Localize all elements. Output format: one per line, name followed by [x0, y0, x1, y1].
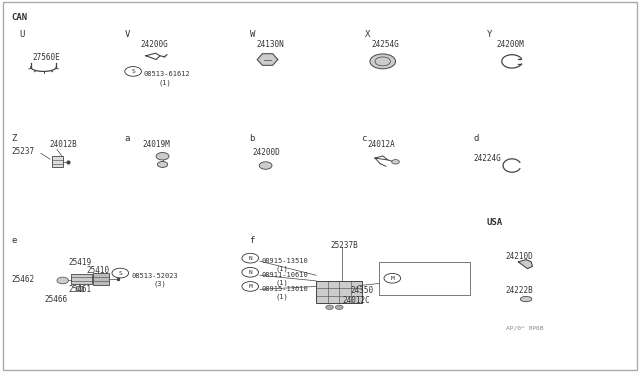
Text: c: c [362, 134, 367, 143]
Text: 08915-13610: 08915-13610 [261, 286, 308, 292]
Text: 08911-10610: 08911-10610 [261, 272, 308, 278]
Text: (1): (1) [159, 79, 172, 86]
Text: 23080B: 23080B [384, 271, 410, 277]
Circle shape [157, 161, 168, 167]
Circle shape [259, 162, 272, 169]
Text: 25237: 25237 [12, 147, 35, 156]
Text: V: V [125, 30, 130, 39]
Text: CAN: CAN [12, 13, 28, 22]
Text: (3): (3) [154, 281, 166, 288]
Bar [76, 286, 83, 291]
Text: 24200D: 24200D [253, 148, 280, 157]
Text: a: a [125, 134, 130, 143]
Text: S: S [131, 69, 135, 74]
Text: 08513-52023: 08513-52023 [131, 273, 178, 279]
Text: 24012C: 24012C [342, 296, 370, 305]
Text: (1): (1) [416, 285, 429, 292]
Bar [316, 281, 362, 303]
Text: (1): (1) [275, 265, 288, 272]
Text: 08513-61612: 08513-61612 [144, 71, 191, 77]
Text: N: N [248, 256, 252, 261]
Text: 24200G: 24200G [141, 40, 168, 49]
Text: 25461: 25461 [68, 285, 92, 294]
Text: d: d [474, 134, 479, 143]
Text: 25462: 25462 [12, 275, 35, 284]
Text: (1): (1) [275, 294, 288, 300]
Bar [71, 274, 92, 284]
Text: 24019M: 24019M [142, 140, 170, 149]
Bar [52, 156, 63, 167]
Text: N: N [248, 270, 252, 275]
Text: 24224G: 24224G [474, 154, 501, 163]
Text: 24012A: 24012A [367, 140, 395, 149]
Text: U: U [19, 30, 24, 39]
Bar [93, 273, 109, 285]
Text: 27560E: 27560E [32, 53, 60, 62]
Text: X: X [365, 30, 370, 39]
Text: e: e [12, 236, 17, 245]
Text: USA: USA [384, 264, 397, 270]
Text: 25419: 25419 [68, 258, 92, 267]
Text: USA: USA [486, 218, 502, 227]
Text: 08915-13410: 08915-13410 [403, 278, 450, 284]
Polygon shape [257, 54, 278, 65]
Circle shape [370, 54, 396, 69]
Text: 25237B: 25237B [330, 241, 358, 250]
Text: 24254G: 24254G [371, 40, 399, 49]
Text: M: M [390, 276, 394, 281]
Ellipse shape [520, 296, 532, 302]
Text: b: b [250, 134, 255, 143]
Circle shape [156, 153, 169, 160]
Text: W: W [250, 30, 255, 39]
Circle shape [326, 305, 333, 310]
Text: f: f [250, 236, 255, 245]
Circle shape [392, 160, 399, 164]
Text: 24200M: 24200M [496, 40, 524, 49]
Text: 24222B: 24222B [506, 286, 533, 295]
Circle shape [57, 277, 68, 284]
Text: 25410: 25410 [86, 266, 109, 275]
Text: 08915-13510: 08915-13510 [261, 258, 308, 264]
Circle shape [335, 305, 343, 310]
Text: 25466: 25466 [45, 295, 68, 304]
Text: AP/0^ 0P6B: AP/0^ 0P6B [506, 326, 543, 331]
Text: 24012B: 24012B [50, 140, 77, 149]
Text: Y: Y [486, 30, 492, 39]
Text: 24210D: 24210D [506, 252, 533, 261]
Text: (1): (1) [275, 279, 288, 286]
Polygon shape [518, 260, 532, 269]
Text: Z: Z [12, 134, 17, 143]
Text: 24350: 24350 [351, 286, 374, 295]
Text: M: M [248, 284, 252, 289]
Text: 24130N: 24130N [256, 40, 284, 49]
FancyBboxPatch shape [379, 262, 470, 295]
Text: S: S [118, 270, 122, 276]
